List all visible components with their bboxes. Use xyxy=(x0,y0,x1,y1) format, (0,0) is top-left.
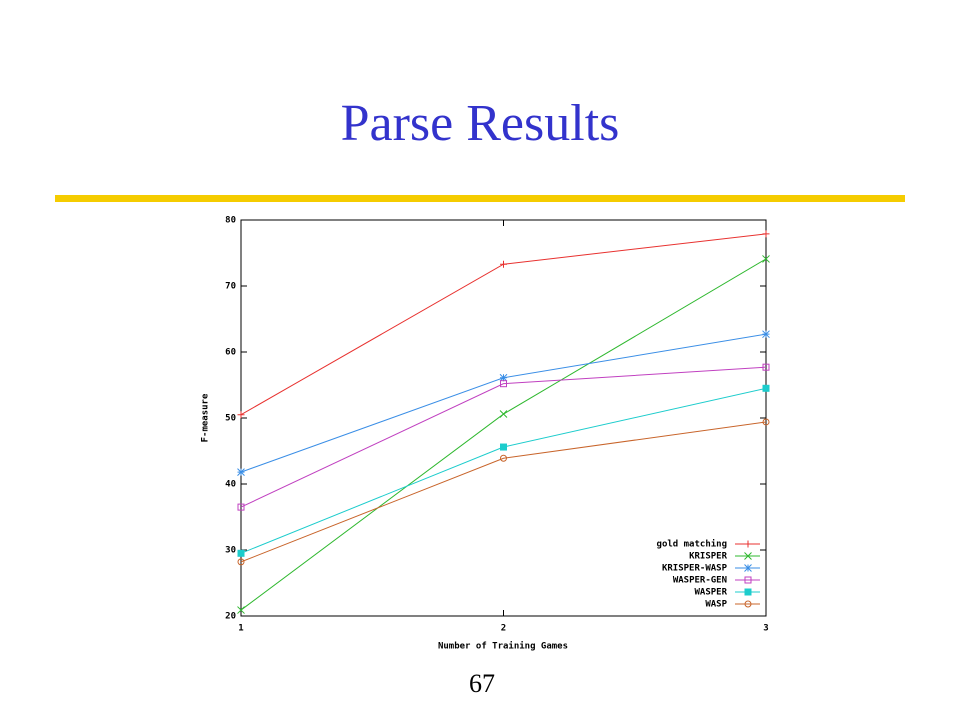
point-marker xyxy=(500,260,507,268)
point-marker xyxy=(500,454,507,462)
y-tick-label: 80 xyxy=(225,216,236,226)
legend-label: WASPER-GEN xyxy=(673,576,727,586)
y-tick-label: 30 xyxy=(225,546,236,556)
point-marker xyxy=(762,363,770,371)
legend-label: WASP xyxy=(705,600,727,610)
legend-marker xyxy=(744,576,752,584)
x-tick-label: 2 xyxy=(501,624,506,634)
legend-marker xyxy=(744,540,752,548)
legend-marker xyxy=(744,600,752,608)
point-marker xyxy=(237,503,245,511)
y-tick-label: 50 xyxy=(225,414,236,424)
legend-label: gold matching xyxy=(657,539,727,550)
series-line xyxy=(240,366,767,508)
page-number: 67 xyxy=(469,669,495,698)
point-marker xyxy=(762,230,770,238)
point-marker xyxy=(237,411,245,419)
legend-marker xyxy=(744,552,752,560)
point-marker xyxy=(762,384,770,392)
point-marker xyxy=(762,255,770,263)
point-marker xyxy=(500,380,507,388)
legend-marker xyxy=(744,588,752,596)
point-marker xyxy=(499,410,508,418)
slide-title: Parse Results xyxy=(341,95,620,152)
y-tick-label: 20 xyxy=(225,612,236,622)
point-marker xyxy=(237,606,245,614)
legend-label: KRISPER xyxy=(689,552,728,562)
y-tick-label: 40 xyxy=(225,480,236,490)
point-marker xyxy=(762,330,770,339)
y-axis-label: F-measure xyxy=(201,393,211,442)
y-tick-label: 60 xyxy=(225,348,236,358)
point-marker xyxy=(499,373,508,382)
point-marker xyxy=(237,558,245,566)
point-marker xyxy=(237,549,245,557)
plot-frame xyxy=(240,219,767,617)
series-line xyxy=(240,333,767,473)
point-marker xyxy=(500,443,507,451)
title-rule xyxy=(55,195,905,202)
point-marker xyxy=(762,418,770,426)
series-line xyxy=(240,421,767,563)
series-line xyxy=(240,387,767,554)
x-tick-label: 3 xyxy=(763,624,768,634)
legend-label: WASPER xyxy=(694,588,727,598)
x-axis-label: Number of Training Games xyxy=(438,641,568,652)
x-tick-label: 1 xyxy=(238,624,243,634)
legend-label: KRISPER-WASP xyxy=(662,564,728,574)
point-marker xyxy=(237,468,245,476)
y-tick-label: 70 xyxy=(225,282,236,292)
legend-marker xyxy=(744,564,752,572)
series-line xyxy=(240,258,767,611)
